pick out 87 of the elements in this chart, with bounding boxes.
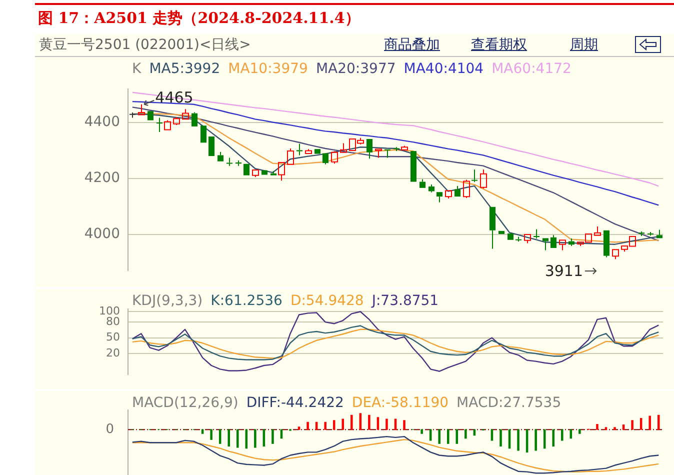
bar <box>464 429 467 439</box>
bar <box>298 426 300 430</box>
candlestick <box>226 157 232 166</box>
bar <box>578 429 581 434</box>
bar <box>500 429 502 446</box>
candlestick <box>420 178 426 188</box>
bar <box>622 424 625 430</box>
text: K:61.2536 <box>210 293 282 309</box>
legend-title: MACD(12,26,9) <box>132 395 238 411</box>
text: 周期 <box>570 36 598 54</box>
bar <box>254 429 256 448</box>
bar <box>631 420 634 430</box>
candlestick <box>340 142 347 153</box>
bar <box>272 429 274 444</box>
series-label: D:54.9428 <box>290 293 364 309</box>
annotation: 3911 <box>544 262 583 280</box>
bar <box>376 417 380 430</box>
bar <box>552 429 554 446</box>
y-tick-label: 4200 <box>84 170 120 186</box>
bar <box>386 418 388 430</box>
text: MA40:4104 <box>404 61 484 77</box>
series-label: MACD:27.7535 <box>456 395 562 411</box>
candlestick <box>156 117 162 133</box>
candlestick <box>594 226 601 236</box>
candlestick <box>296 143 302 156</box>
annotation: 4465 <box>155 88 194 106</box>
bar <box>210 429 212 440</box>
series-label: J:73.8751 <box>372 293 439 309</box>
candlestick <box>454 185 460 197</box>
bar <box>446 429 450 444</box>
bar <box>596 424 598 430</box>
candlestick <box>138 104 145 116</box>
candlestick <box>550 234 556 248</box>
candlestick <box>656 229 662 238</box>
text: MA10:3979 <box>228 61 308 77</box>
bar <box>342 418 344 430</box>
candlestick <box>130 112 136 118</box>
candlestick <box>322 153 328 165</box>
candlestick <box>648 232 654 236</box>
y-tick-label: 100 <box>99 304 120 318</box>
ref-line-label: 0 <box>106 422 114 437</box>
candlestick <box>542 238 548 251</box>
candlestick <box>428 184 434 193</box>
y-tick-label: 50 <box>106 330 120 344</box>
candlestick <box>436 192 442 203</box>
bar <box>324 422 326 430</box>
bar <box>438 429 440 444</box>
text: MA20:3977 <box>316 61 396 77</box>
text: DEA:-58.1190 <box>352 395 449 411</box>
candlestick <box>472 168 478 183</box>
bar <box>614 427 616 430</box>
candlestick <box>375 148 382 158</box>
y-tick-label: 20 <box>106 346 120 360</box>
bar <box>561 429 564 441</box>
text: 商品叠加 <box>384 36 440 54</box>
candlestick <box>270 170 276 176</box>
bar <box>368 414 370 430</box>
bar <box>350 414 353 430</box>
candlestick <box>182 108 189 120</box>
bar <box>604 427 608 430</box>
bar <box>332 420 336 430</box>
y-tick-label: 4400 <box>84 114 120 130</box>
text: DIFF:-44.2422 <box>246 395 344 411</box>
bar <box>517 429 520 451</box>
bar <box>236 429 239 448</box>
bar <box>228 429 230 446</box>
text: MA5:3992 <box>149 61 220 77</box>
candlestick <box>192 112 198 126</box>
candlestick <box>568 238 574 247</box>
candlestick <box>384 149 390 158</box>
legend-title: K <box>132 61 142 77</box>
candlestick <box>366 139 372 160</box>
text: MA60:4172 <box>492 61 572 77</box>
bar <box>534 429 537 451</box>
chart-title: 图 17：A2501 走势（2024.8-2024.11.4） <box>38 9 360 28</box>
y-tick-label: 80 <box>106 314 120 328</box>
bar <box>420 429 423 434</box>
legend-title: KDJ(9,3,3) <box>132 293 203 309</box>
candlestick <box>490 206 496 250</box>
text: 查看期权 <box>471 36 527 54</box>
bar <box>403 420 406 430</box>
candlestick <box>394 146 400 152</box>
candlestick <box>218 151 224 162</box>
bar <box>648 416 651 430</box>
chart-subtitle: 黄豆一号2501 (022001)<日线> <box>39 36 251 54</box>
y-tick-label: 4000 <box>84 226 120 242</box>
bar <box>306 422 309 430</box>
